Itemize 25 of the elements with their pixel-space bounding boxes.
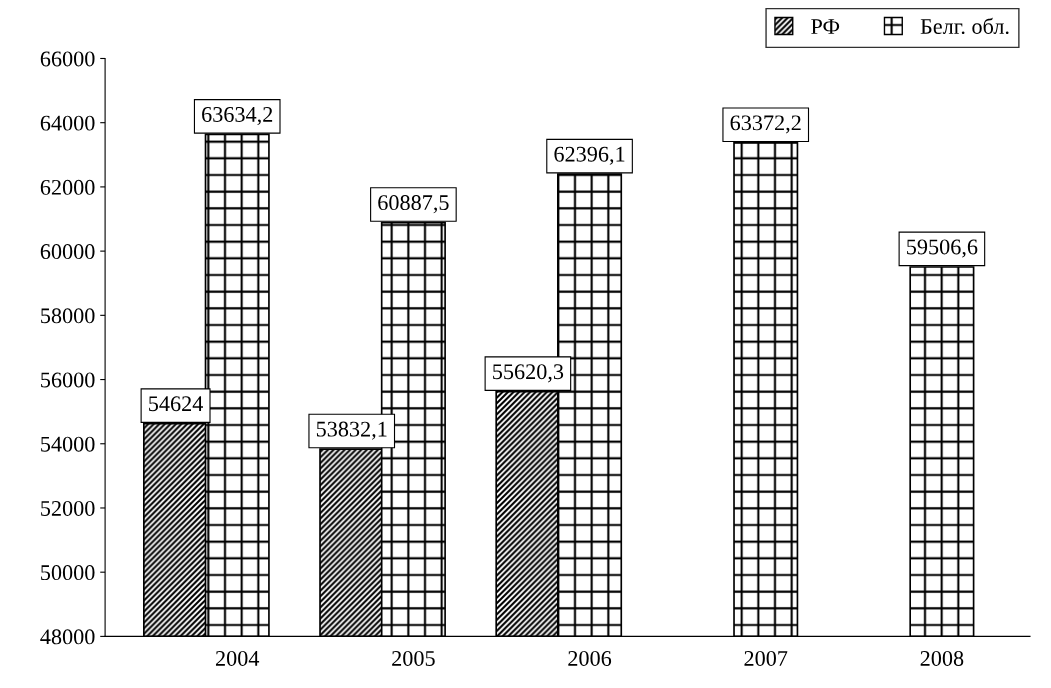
y-tick-label: 64000	[40, 115, 95, 131]
x-tick-label: 2005	[392, 650, 435, 666]
data-label: 54624	[149, 396, 203, 412]
y-tick-label: 56000	[41, 372, 95, 388]
data-label: 60887,5	[378, 195, 449, 214]
data-label: 53832,1	[316, 421, 387, 440]
legend-label: РФ	[811, 19, 840, 34]
legend-label: Белг. обл.	[920, 17, 1009, 35]
data-label: 63372,2	[730, 115, 801, 134]
y-tick-label: 52000	[41, 500, 95, 516]
x-tick-label: 2004	[215, 650, 260, 666]
y-tick-label: 58000	[41, 308, 95, 324]
x-tick-label: 2006	[568, 650, 612, 666]
y-tick-label: 54000	[41, 436, 95, 452]
data-label: 63634,2	[202, 106, 273, 126]
y-tick-label: 50000	[41, 565, 95, 581]
y-tick-label: 66000	[40, 51, 95, 67]
data-label: 59506,6	[907, 239, 978, 258]
data-label: 55620,3	[493, 364, 564, 383]
data-label: 62396,1	[554, 146, 625, 165]
y-tick-label: 48000	[40, 629, 95, 645]
y-tick-label: 60000	[40, 244, 95, 260]
x-tick-label: 2008	[920, 650, 964, 666]
x-tick-label: 2007	[744, 650, 788, 666]
y-tick-label: 62000	[40, 179, 95, 195]
